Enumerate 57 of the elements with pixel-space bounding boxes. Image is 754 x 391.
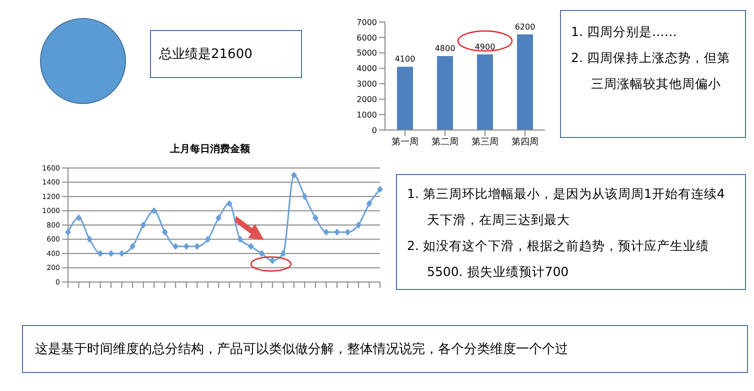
- point: [290, 172, 297, 179]
- bar: [477, 54, 493, 130]
- y-tick-label: 4000: [356, 64, 377, 74]
- y-tick-label: 7000: [356, 18, 377, 27]
- point: [151, 207, 158, 214]
- point: [344, 228, 351, 236]
- point: [86, 236, 93, 243]
- point: [216, 214, 222, 222]
- text: 2. 四周保持上涨态势，但第三周涨幅较其他周偏小: [571, 49, 731, 93]
- data-label: 4100: [394, 54, 416, 64]
- point: [108, 250, 114, 257]
- point: [237, 236, 244, 243]
- data-label: 4900: [474, 42, 496, 52]
- x-tick-label: 第一周: [392, 136, 418, 148]
- x-tick-label: 第二周: [432, 136, 458, 148]
- point: [269, 257, 276, 264]
- point: [312, 214, 318, 222]
- x-tick-label: 第四周: [512, 136, 538, 148]
- y-tick-label: 2000: [356, 94, 377, 104]
- point: [258, 250, 265, 257]
- point: [130, 242, 136, 250]
- text: 这是基于时间维度的总分结构，产品可以类似做分解，整体情况说完，各个分类维度一个个过: [35, 341, 568, 358]
- y-tick-label: 3000: [356, 80, 377, 89]
- point: [323, 228, 330, 236]
- text: 2. 如没有这个下滑，根据之前趋势，预计应产生业绩5500. 损失业绩预计700: [407, 237, 710, 281]
- point: [172, 242, 179, 250]
- x-tick-label: 第三周: [472, 136, 498, 148]
- text: 1. 四周分别是……: [571, 23, 678, 41]
- y-tick-label: 0: [372, 126, 377, 135]
- y-tick-label: 5000: [356, 48, 377, 58]
- data-label: 6200: [514, 22, 536, 32]
- point: [334, 228, 340, 236]
- point: [366, 200, 372, 208]
- point: [377, 186, 383, 193]
- point: [280, 250, 286, 257]
- data-label: 4800: [434, 44, 456, 53]
- point: [76, 214, 82, 222]
- point: [204, 236, 211, 243]
- text: 1. 第三周环比增幅最小，是因为从该周周1开始有连续4天下滑，在周三达到最大: [407, 185, 726, 229]
- point: [194, 242, 200, 250]
- point: [248, 242, 254, 250]
- point: [65, 228, 71, 236]
- y-tick-label: 1000: [356, 110, 377, 120]
- point: [355, 222, 362, 228]
- bar: [437, 56, 453, 130]
- point: [118, 250, 125, 257]
- point: [140, 222, 146, 228]
- point: [162, 228, 168, 236]
- bar: [517, 34, 533, 130]
- text: 总业绩是21600: [159, 46, 252, 63]
- y-tick-label: 6000: [356, 33, 377, 42]
- point: [183, 242, 190, 250]
- point: [97, 250, 104, 257]
- bar: [397, 66, 413, 130]
- point: [302, 193, 308, 200]
- chart-title: 上月每日消费金额: [169, 142, 251, 157]
- point: [226, 200, 232, 208]
